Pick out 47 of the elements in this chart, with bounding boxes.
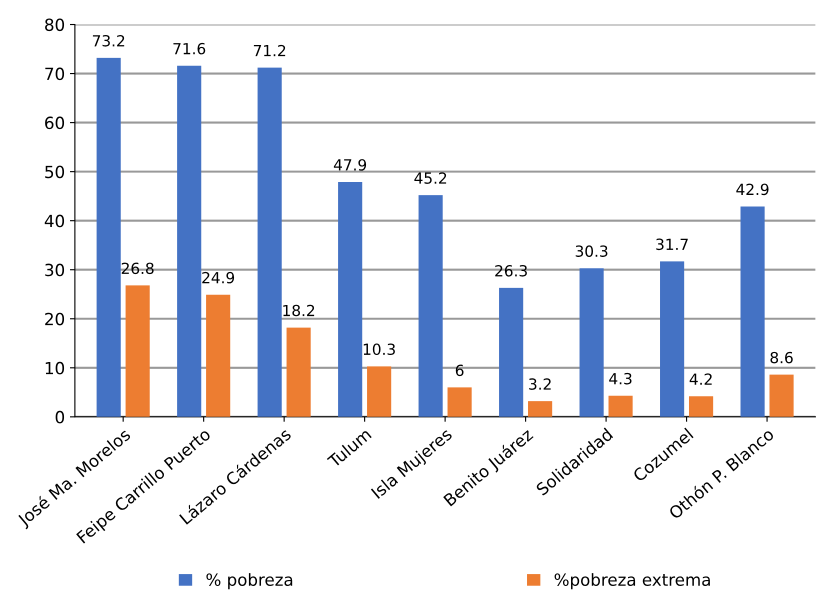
y-tick-label: 80 [45, 18, 64, 32]
bar [448, 387, 472, 417]
legend-label: % pobreza [206, 573, 292, 590]
bar [126, 285, 150, 417]
bar [499, 288, 524, 417]
bar [608, 396, 633, 417]
bar [769, 374, 794, 417]
bar [258, 68, 282, 417]
bar [660, 261, 684, 417]
data-label: 18.2 [283, 304, 314, 316]
data-label: 73.2 [92, 35, 124, 47]
data-label: 24.9 [202, 272, 234, 284]
data-label: 4.2 [690, 373, 712, 385]
data-label: 71.6 [173, 42, 206, 54]
bar [418, 195, 443, 417]
y-tick-label: 20 [45, 312, 64, 326]
y-tick-label: 10 [46, 362, 64, 374]
y-tick-label: 70 [45, 68, 64, 80]
data-label: 71.2 [254, 44, 286, 56]
bar [688, 396, 714, 417]
bar [740, 206, 765, 417]
data-label: 26.8 [122, 262, 154, 274]
data-label: 3.2 [529, 378, 551, 390]
y-tick-label: 40 [44, 214, 64, 228]
bar [338, 182, 362, 417]
bar [177, 66, 202, 417]
data-label: 45.2 [414, 172, 446, 184]
data-label: 31.7 [656, 238, 688, 250]
data-label: 10.3 [364, 343, 395, 356]
data-label: 4.3 [609, 372, 632, 384]
bar [206, 294, 230, 417]
bar [367, 366, 392, 417]
y-tick-label: 60 [45, 116, 64, 130]
data-label: 26.3 [495, 265, 527, 277]
data-label: 42.9 [736, 184, 769, 196]
bar [528, 401, 552, 417]
bar [580, 268, 604, 417]
y-tick-label: 50 [45, 166, 64, 178]
y-tick-label: 30 [45, 264, 64, 276]
legend-label: %pobreza extrema [554, 573, 710, 590]
data-label: 30.3 [576, 245, 608, 257]
bar [286, 328, 311, 417]
bar [96, 58, 121, 417]
data-label: 47.9 [334, 159, 366, 171]
data-label: 8.6 [770, 352, 793, 364]
y-tick-label: 0 [56, 410, 64, 424]
data-label: 6 [456, 364, 464, 376]
